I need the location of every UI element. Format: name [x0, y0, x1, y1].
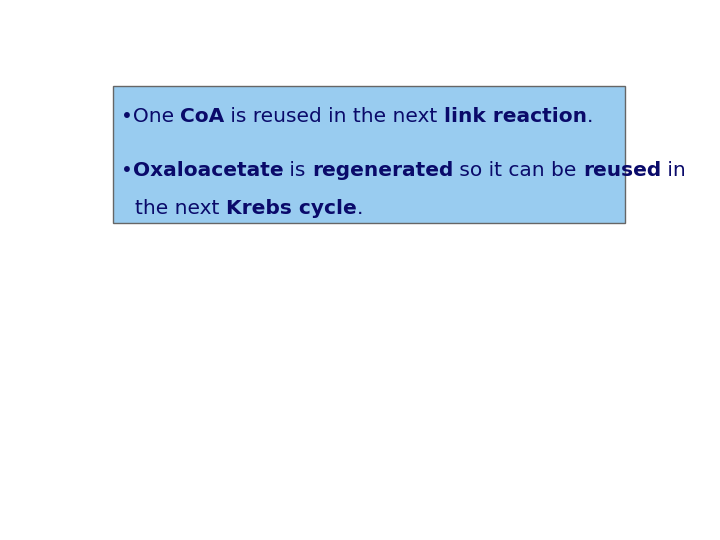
- Text: CoA: CoA: [180, 107, 225, 126]
- FancyBboxPatch shape: [114, 85, 624, 223]
- Text: is reused in the next: is reused in the next: [225, 107, 444, 126]
- Text: reused: reused: [583, 161, 661, 180]
- Text: is: is: [283, 161, 312, 180]
- Text: •: •: [121, 161, 132, 180]
- Text: Krebs cycle: Krebs cycle: [226, 199, 356, 218]
- Text: •One: •One: [121, 107, 180, 126]
- Text: in: in: [661, 161, 686, 180]
- Text: .: .: [587, 107, 593, 126]
- Text: the next: the next: [135, 199, 226, 218]
- Text: so it can be: so it can be: [454, 161, 583, 180]
- Text: regenerated: regenerated: [312, 161, 454, 180]
- Text: link reaction: link reaction: [444, 107, 587, 126]
- Text: Oxaloacetate: Oxaloacetate: [132, 161, 283, 180]
- Text: .: .: [356, 199, 363, 218]
